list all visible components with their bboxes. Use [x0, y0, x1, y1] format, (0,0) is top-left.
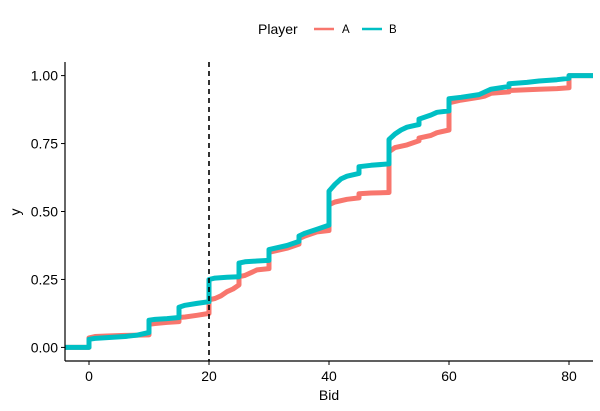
y-tick-label-1: 0.25	[31, 271, 58, 287]
x-tick-label-3: 60	[441, 368, 457, 384]
y-tick-label-4: 1.00	[31, 68, 58, 84]
legend-label-a: A	[342, 24, 350, 36]
x-tick-label-0: 0	[85, 368, 93, 384]
y-axis: 0.00 0.25 0.50 0.75 1.00 y	[7, 62, 66, 361]
x-axis: 0 20 40 60 80 Bid	[65, 360, 593, 403]
x-tick-label-4: 80	[561, 368, 577, 384]
legend: Player A B	[258, 21, 397, 37]
legend-title: Player	[258, 21, 298, 37]
x-tick-label-1: 20	[201, 368, 217, 384]
y-tick-label-2: 0.50	[31, 204, 58, 220]
plot-panel	[65, 62, 593, 361]
x-tick-label-2: 40	[321, 368, 337, 384]
x-axis-title: Bid	[319, 387, 339, 403]
y-axis-title: y	[7, 209, 23, 216]
y-tick-label-3: 0.75	[31, 136, 58, 152]
series-b-line	[65, 73, 593, 350]
legend-label-b: B	[389, 24, 397, 36]
y-tick-label-0: 0.00	[31, 339, 58, 355]
